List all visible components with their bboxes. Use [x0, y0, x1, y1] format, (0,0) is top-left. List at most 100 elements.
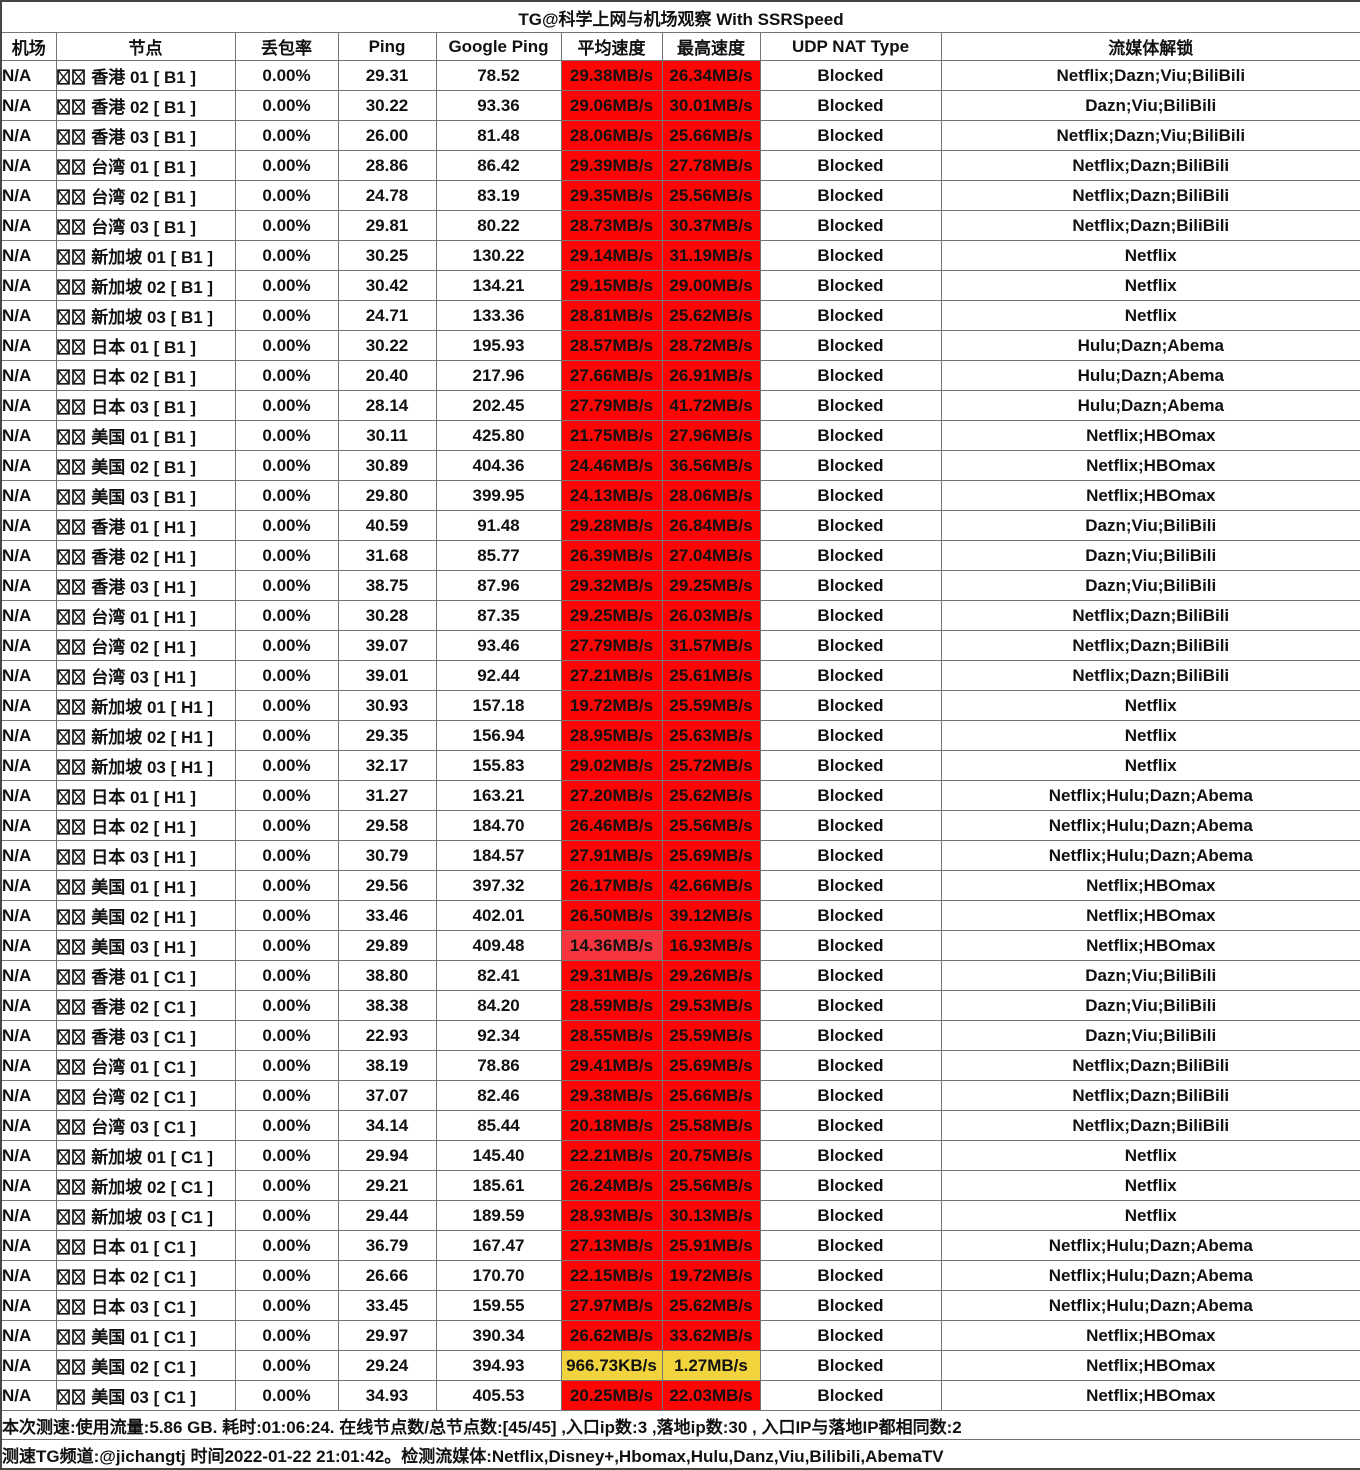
node-name: 台湾 03 [ H1 ] — [86, 668, 197, 687]
avg-speed-cell: 27.79MB/s — [560, 390, 663, 421]
ping-cell: 39.01 — [337, 660, 437, 691]
ping-cell: 29.80 — [337, 480, 437, 511]
airport-cell: N/A — [0, 210, 57, 241]
airport-cell: N/A — [0, 720, 57, 751]
missing-flag-glyph-icon — [71, 1359, 85, 1375]
google-ping-cell: 145.40 — [435, 1140, 562, 1171]
avg-speed-cell: 20.25MB/s — [560, 1380, 663, 1411]
missing-flag-glyph-icon — [71, 459, 85, 475]
node-name: 台湾 01 [ B1 ] — [86, 158, 197, 177]
loss-cell: 0.00% — [234, 570, 339, 601]
ping-cell: 30.42 — [337, 270, 437, 301]
google-ping-cell: 156.94 — [435, 720, 562, 751]
missing-flag-glyph-icon — [71, 219, 85, 235]
missing-flag-glyph-icon — [71, 759, 85, 775]
google-ping-cell: 217.96 — [435, 360, 562, 391]
missing-flag-glyph-icon — [57, 249, 70, 265]
google-ping-cell: 157.18 — [435, 690, 562, 721]
ping-cell: 38.38 — [337, 990, 437, 1021]
google-ping-cell: 92.44 — [435, 660, 562, 691]
ping-cell: 34.14 — [337, 1110, 437, 1141]
node-cell: 台湾 02 [ C1 ] — [55, 1080, 236, 1111]
airport-cell: N/A — [0, 270, 57, 301]
media-unlock-cell: Netflix;HBOmax — [940, 1350, 1360, 1381]
media-unlock-cell: Netflix;Hulu;Dazn;Abema — [940, 810, 1360, 841]
avg-speed-cell: 26.50MB/s — [560, 900, 663, 931]
node-cell: 日本 03 [ B1 ] — [55, 390, 236, 421]
node-name: 香港 02 [ C1 ] — [86, 998, 197, 1017]
udp-nat-cell: Blocked — [759, 360, 942, 391]
missing-flag-glyph-icon — [57, 1359, 70, 1375]
max-speed-cell: 25.62MB/s — [661, 300, 761, 331]
udp-nat-cell: Blocked — [759, 330, 942, 361]
missing-flag-glyph-icon — [57, 699, 70, 715]
missing-flag-glyph-icon — [71, 279, 85, 295]
node-cell: 台湾 01 [ C1 ] — [55, 1050, 236, 1081]
max-speed-cell: 25.59MB/s — [661, 1020, 761, 1051]
missing-flag-glyph-icon — [71, 969, 85, 985]
media-unlock-cell: Netflix — [940, 270, 1360, 301]
table-row: N/A 日本 02 [ C1 ] 0.00% 26.66 170.70 22.15MB/… — [0, 1260, 1360, 1291]
ping-cell: 29.89 — [337, 930, 437, 961]
media-unlock-cell: Netflix;HBOmax — [940, 870, 1360, 901]
media-unlock-cell: Netflix — [940, 300, 1360, 331]
avg-speed-cell: 28.06MB/s — [560, 120, 663, 151]
avg-speed-cell: 29.32MB/s — [560, 570, 663, 601]
node-name: 新加坡 02 [ C1 ] — [86, 1178, 214, 1197]
loss-cell: 0.00% — [234, 150, 339, 181]
google-ping-cell: 195.93 — [435, 330, 562, 361]
airport-cell: N/A — [0, 1080, 57, 1111]
missing-flag-glyph-icon — [71, 429, 85, 445]
table-row: N/A 台湾 02 [ B1 ] 0.00% 24.78 83.19 29.35MB/s… — [0, 180, 1360, 211]
google-ping-cell: 82.46 — [435, 1080, 562, 1111]
ping-cell: 30.11 — [337, 420, 437, 451]
google-ping-cell: 93.46 — [435, 630, 562, 661]
node-name: 美国 01 [ C1 ] — [86, 1328, 197, 1347]
ping-cell: 29.58 — [337, 810, 437, 841]
node-name: 美国 01 [ B1 ] — [86, 428, 197, 447]
node-name: 日本 03 [ B1 ] — [86, 398, 197, 417]
max-speed-cell: 36.56MB/s — [661, 450, 761, 481]
missing-flag-glyph-icon — [57, 1329, 70, 1345]
max-speed-cell: 30.37MB/s — [661, 210, 761, 241]
node-cell: 日本 02 [ B1 ] — [55, 360, 236, 391]
missing-flag-glyph-icon — [71, 609, 85, 625]
missing-flag-glyph-icon — [57, 1149, 70, 1165]
missing-flag-glyph-icon — [71, 1149, 85, 1165]
node-name: 美国 01 [ H1 ] — [86, 878, 197, 897]
ping-cell: 28.86 — [337, 150, 437, 181]
media-unlock-cell: Netflix;Hulu;Dazn;Abema — [940, 1260, 1360, 1291]
ping-cell: 39.07 — [337, 630, 437, 661]
missing-flag-glyph-icon — [57, 1179, 70, 1195]
udp-nat-cell: Blocked — [759, 930, 942, 961]
google-ping-cell: 83.19 — [435, 180, 562, 211]
udp-nat-cell: Blocked — [759, 660, 942, 691]
missing-flag-glyph-icon — [71, 1119, 85, 1135]
table-row: N/A 香港 03 [ B1 ] 0.00% 26.00 81.48 28.06MB/s… — [0, 120, 1360, 151]
node-name: 台湾 02 [ B1 ] — [86, 188, 197, 207]
table-row: N/A 香港 02 [ B1 ] 0.00% 30.22 93.36 29.06MB/s… — [0, 90, 1360, 121]
missing-flag-glyph-icon — [71, 1329, 85, 1345]
udp-nat-cell: Blocked — [759, 180, 942, 211]
node-cell: 香港 03 [ B1 ] — [55, 120, 236, 151]
avg-speed-cell: 29.39MB/s — [560, 150, 663, 181]
node-cell: 美国 03 [ B1 ] — [55, 480, 236, 511]
table-row: N/A 新加坡 01 [ H1 ] 0.00% 30.93 157.18 19.72MB… — [0, 690, 1360, 721]
avg-speed-cell: 29.38MB/s — [560, 60, 663, 91]
avg-speed-cell: 27.20MB/s — [560, 780, 663, 811]
max-speed-cell: 31.57MB/s — [661, 630, 761, 661]
airport-cell: N/A — [0, 420, 57, 451]
table-row: N/A 香港 03 [ H1 ] 0.00% 38.75 87.96 29.32MB/s… — [0, 570, 1360, 601]
google-ping-cell: 184.70 — [435, 810, 562, 841]
node-name: 新加坡 03 [ H1 ] — [86, 758, 214, 777]
loss-cell: 0.00% — [234, 450, 339, 481]
max-speed-cell: 20.75MB/s — [661, 1140, 761, 1171]
ping-cell: 31.68 — [337, 540, 437, 571]
missing-flag-glyph-icon — [71, 639, 85, 655]
max-speed-cell: 16.93MB/s — [661, 930, 761, 961]
missing-flag-glyph-icon — [71, 1239, 85, 1255]
media-unlock-cell: Netflix;HBOmax — [940, 480, 1360, 511]
missing-flag-glyph-icon — [57, 969, 70, 985]
max-speed-cell: 31.19MB/s — [661, 240, 761, 271]
